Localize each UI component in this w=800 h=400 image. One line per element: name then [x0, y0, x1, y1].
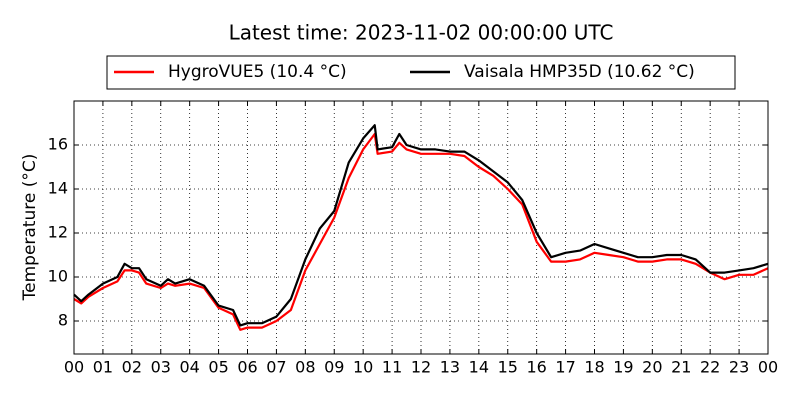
x-tick-label: 23	[729, 358, 749, 377]
plot-frame	[73, 100, 769, 355]
x-tick-label: 16	[526, 358, 546, 377]
x-tick-label: 12	[411, 358, 431, 377]
x-tick-label: 06	[237, 358, 257, 377]
x-tick-label: 21	[671, 358, 691, 377]
y-tick-label: 8	[58, 311, 68, 330]
chart-title: Latest time: 2023-11-02 00:00:00 UTC	[229, 21, 614, 45]
y-tick-label: 12	[48, 223, 68, 242]
x-tick-label: 19	[613, 358, 633, 377]
y-tick-label: 14	[48, 179, 68, 198]
y-tick-label: 10	[48, 267, 68, 286]
x-tick-label: 15	[498, 358, 518, 377]
x-tick-label: 11	[382, 358, 402, 377]
x-tick-label: 08	[295, 358, 315, 377]
y-tick-label: 16	[48, 135, 68, 154]
series-line	[73, 124, 769, 327]
legend-label: HygroVUE5 (10.4 °C)	[168, 62, 347, 82]
x-tick-label: 07	[266, 358, 286, 377]
x-tick-label: 13	[440, 358, 460, 377]
x-tick-label: 14	[469, 358, 489, 377]
x-tick-label: 00	[64, 358, 84, 377]
x-tick-label: 20	[642, 358, 662, 377]
series-line	[73, 132, 769, 331]
x-tick-label: 04	[179, 358, 199, 377]
x-tick-label: 09	[324, 358, 344, 377]
x-tick-label: 18	[584, 358, 604, 377]
x-tick-label: 05	[208, 358, 228, 377]
x-tick-label: 17	[555, 358, 575, 377]
x-tick-label: 10	[353, 358, 373, 377]
x-tick-label: 03	[151, 358, 171, 377]
legend-label: Vaisala HMP35D (10.62 °C)	[464, 62, 695, 82]
x-tick-label: 01	[93, 358, 113, 377]
x-tick-label: 22	[700, 358, 720, 377]
x-tick-label: 00	[758, 358, 778, 377]
x-tick-label: 02	[122, 358, 142, 377]
y-axis-label: Temperature (°C)	[20, 154, 40, 302]
